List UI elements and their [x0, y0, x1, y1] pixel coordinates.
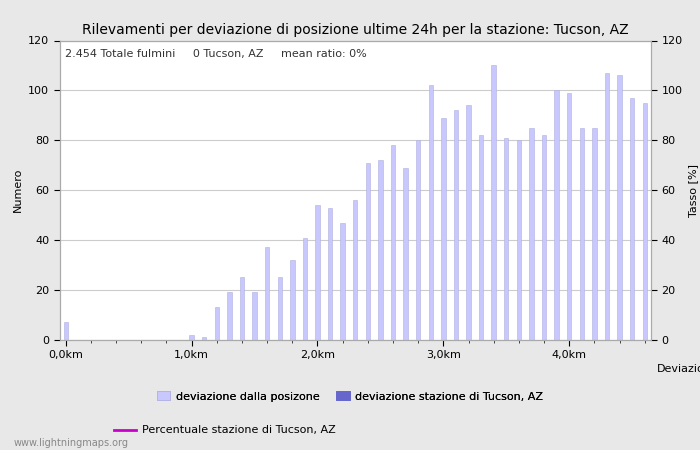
- Bar: [315, 205, 320, 340]
- Title: Rilevamenti per deviazione di posizione ultime 24h per la stazione: Tucson, AZ: Rilevamenti per deviazione di posizione …: [82, 22, 629, 36]
- Bar: [479, 135, 483, 340]
- Bar: [529, 128, 533, 340]
- Bar: [290, 260, 295, 340]
- Bar: [403, 168, 408, 340]
- Bar: [340, 223, 345, 340]
- Bar: [265, 248, 270, 340]
- Legend: deviazione dalla posizone, deviazione stazione di Tucson, AZ: deviazione dalla posizone, deviazione st…: [157, 391, 543, 402]
- Legend: Percentuale stazione di Tucson, AZ: Percentuale stazione di Tucson, AZ: [114, 425, 335, 436]
- Bar: [517, 140, 521, 340]
- Bar: [215, 307, 219, 340]
- Bar: [643, 103, 647, 340]
- Bar: [554, 90, 559, 340]
- Bar: [365, 163, 370, 340]
- Bar: [378, 160, 383, 340]
- Y-axis label: Numero: Numero: [13, 168, 22, 212]
- Bar: [190, 335, 194, 340]
- Text: www.lightningmaps.org: www.lightningmaps.org: [14, 438, 129, 448]
- Bar: [240, 277, 244, 340]
- Bar: [580, 128, 584, 340]
- Bar: [228, 292, 232, 340]
- Bar: [504, 138, 508, 340]
- Bar: [353, 200, 358, 340]
- Bar: [202, 337, 206, 340]
- Bar: [466, 105, 470, 340]
- Text: Deviazioni: Deviazioni: [657, 364, 700, 374]
- Bar: [416, 140, 421, 340]
- Bar: [253, 292, 257, 340]
- Bar: [441, 118, 445, 340]
- Bar: [567, 93, 571, 340]
- Bar: [542, 135, 546, 340]
- Bar: [328, 207, 332, 340]
- Bar: [605, 73, 609, 340]
- Bar: [592, 128, 596, 340]
- Text: 2.454 Totale fulmini     0 Tucson, AZ     mean ratio: 0%: 2.454 Totale fulmini 0 Tucson, AZ mean r…: [65, 50, 368, 59]
- Bar: [454, 110, 458, 340]
- Bar: [428, 86, 433, 340]
- Y-axis label: Tasso [%]: Tasso [%]: [688, 164, 698, 216]
- Bar: [391, 145, 395, 340]
- Bar: [617, 76, 622, 340]
- Bar: [277, 277, 282, 340]
- Bar: [302, 238, 307, 340]
- Bar: [64, 322, 68, 340]
- Bar: [491, 65, 496, 340]
- Bar: [630, 98, 634, 340]
